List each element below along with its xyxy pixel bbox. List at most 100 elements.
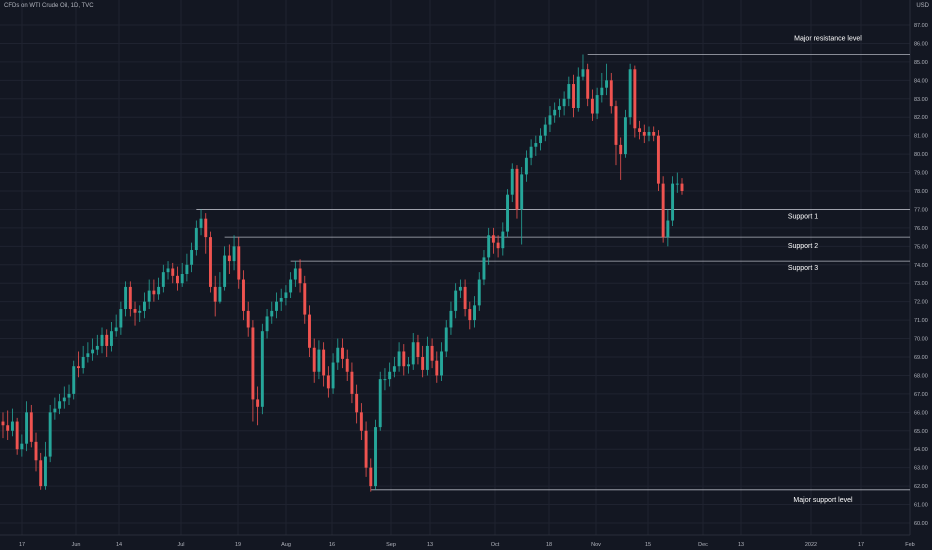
candle-body (25, 412, 29, 444)
candle-body (39, 460, 43, 487)
candle-body (581, 69, 585, 77)
candle-body (397, 351, 401, 367)
candle-body (567, 84, 571, 99)
candle-body (312, 347, 316, 372)
x-tick-label: Sep (386, 542, 396, 548)
candle-body (383, 379, 387, 381)
y-tick-label: 67.00 (914, 392, 928, 398)
candle-body (590, 98, 594, 114)
candle-body (72, 366, 76, 394)
candle-body (251, 327, 255, 400)
candle-body (336, 347, 340, 363)
candle-body (119, 309, 123, 328)
y-tick-label: 61.00 (914, 503, 928, 509)
candle-body (440, 351, 443, 376)
candle-body (265, 316, 269, 332)
candle-body (614, 106, 618, 145)
y-tick-label: 77.00 (914, 207, 928, 213)
x-tick-label: 13 (738, 542, 744, 548)
candle-body (114, 327, 118, 332)
candle-body (369, 467, 373, 487)
x-tick-label: 18 (546, 542, 552, 548)
candle-body (421, 357, 425, 370)
candle-body (100, 334, 104, 346)
candle-body (1, 421, 5, 426)
candle-body (260, 331, 264, 407)
candle-body (487, 235, 491, 258)
candle-body (270, 310, 274, 317)
candle-body (6, 425, 10, 431)
candle-body (180, 274, 184, 284)
candle-body (642, 131, 646, 136)
candle-body (237, 246, 241, 280)
y-tick-label: 86.00 (914, 41, 928, 47)
candle-body (609, 80, 613, 107)
candle-body (81, 357, 85, 369)
x-tick-label: 15 (645, 542, 651, 548)
candle-body (543, 124, 547, 136)
currency-label: USD (916, 3, 929, 9)
candle-body (501, 231, 505, 249)
candle-body (34, 441, 38, 461)
candle-body (515, 168, 519, 210)
candle-body (232, 246, 236, 262)
candle-body (124, 286, 128, 310)
candle-body (491, 235, 495, 243)
candle-body (91, 349, 95, 354)
y-tick-label: 72.00 (914, 300, 928, 306)
candle-body (510, 168, 514, 195)
candle-body (364, 430, 368, 468)
candle-body (454, 290, 458, 311)
candle-body (473, 305, 476, 321)
x-tick-label: Nov (591, 542, 601, 548)
candle-body (675, 183, 679, 185)
candle-body (529, 146, 533, 158)
candle-body (62, 397, 66, 402)
candle-body (435, 360, 439, 376)
x-tick-label: 19 (235, 542, 241, 548)
candle-body (29, 412, 33, 442)
candle-body (326, 375, 330, 389)
candle-body (605, 80, 609, 88)
candle-body (218, 286, 222, 302)
candle-body (553, 109, 557, 116)
candle-body (157, 286, 161, 295)
level-label: Support 1 (788, 213, 818, 220)
candle-body (185, 264, 189, 274)
candle-body (86, 353, 90, 357)
candle-body (95, 345, 99, 350)
candle-body (67, 393, 71, 398)
candle-body (166, 268, 170, 273)
candle-body (572, 84, 576, 108)
candle-body (647, 131, 651, 136)
candle-body (463, 286, 467, 310)
y-tick-label: 74.00 (914, 263, 928, 269)
candle-body (661, 183, 665, 238)
x-tick-label: Jul (177, 542, 184, 548)
candle-body (293, 268, 297, 280)
candle-body (58, 401, 62, 409)
candle-body (600, 87, 604, 96)
candle-body (562, 98, 566, 107)
candle-body (425, 345, 429, 370)
candle-body (633, 69, 637, 129)
candle-body (595, 95, 599, 114)
candle-body (628, 69, 632, 118)
candle-body (194, 227, 198, 251)
y-tick-label: 62.00 (914, 484, 928, 490)
candle-body (10, 421, 14, 431)
candle-body (190, 250, 194, 265)
candle-body (623, 117, 627, 155)
candle-body (48, 412, 52, 457)
x-tick-label: 16 (329, 542, 335, 548)
candle-body (105, 334, 109, 346)
y-tick-label: 84.00 (914, 78, 928, 84)
x-tick-label: 14 (116, 542, 122, 548)
y-tick-label: 85.00 (914, 60, 928, 66)
candle-body (402, 351, 406, 367)
candle-body (256, 399, 260, 407)
y-tick-label: 75.00 (914, 244, 928, 250)
candle-body (576, 76, 580, 108)
